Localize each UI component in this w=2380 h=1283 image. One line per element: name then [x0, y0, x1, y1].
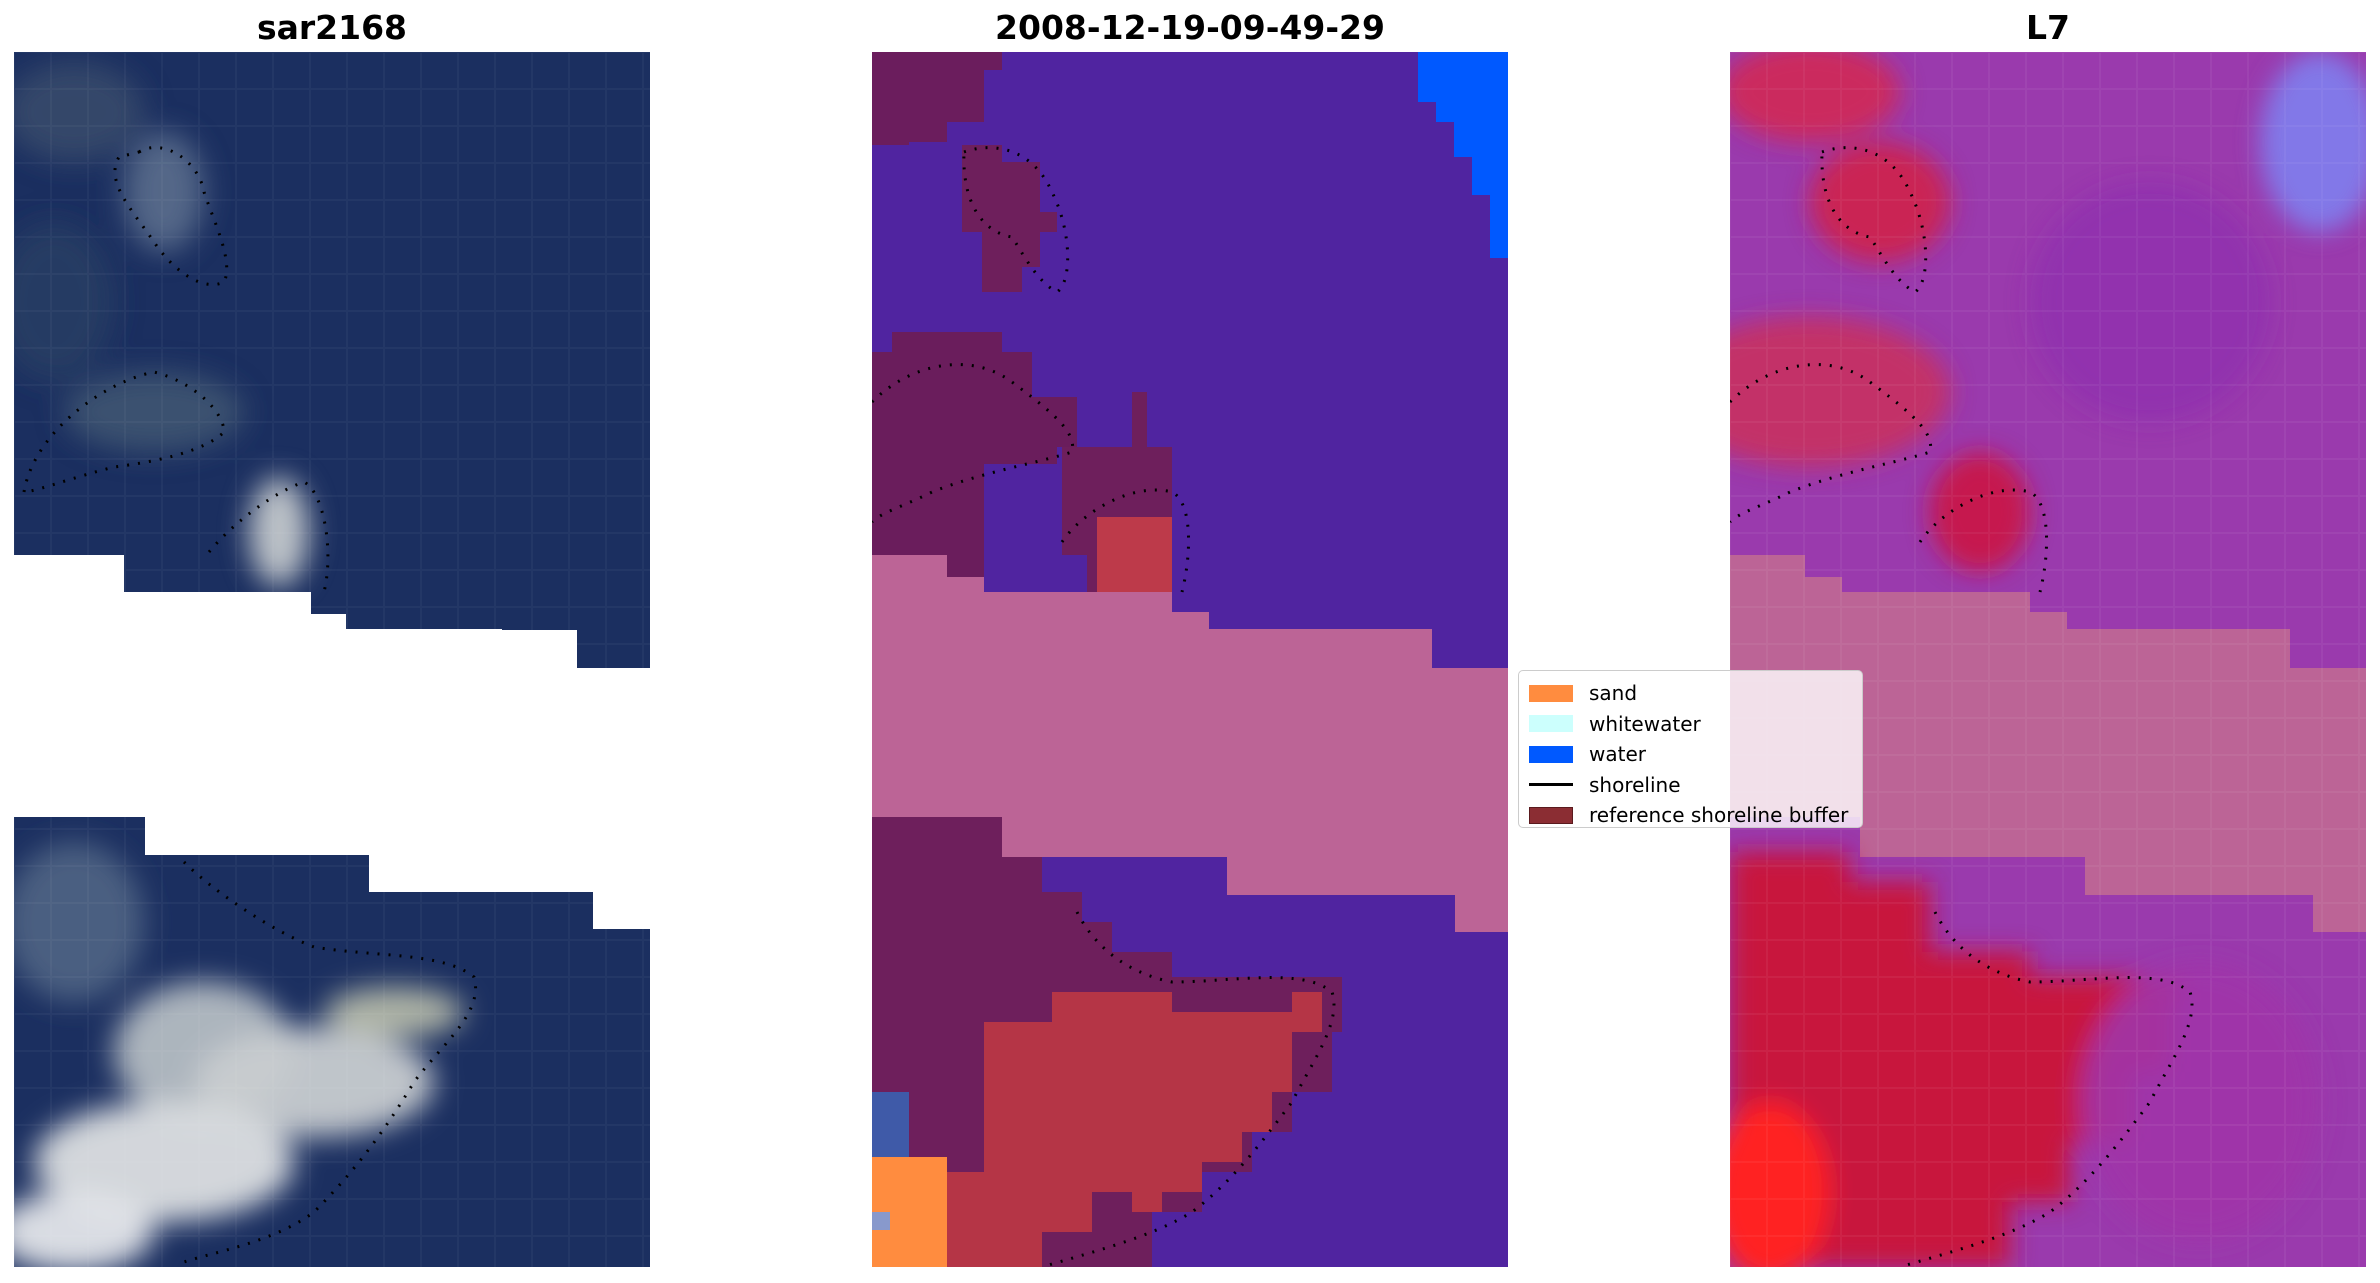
legend-label-buffer: reference shoreline buffer	[1589, 803, 1849, 828]
legend-swatch-buffer	[1529, 806, 1573, 824]
buffer-region	[872, 52, 1002, 145]
legend-swatch-sand	[1529, 684, 1573, 702]
legend-label-sand: sand	[1589, 681, 1638, 706]
legend-label-whitewater: whitewater	[1589, 711, 1701, 736]
legend-swatch-shoreline	[1529, 783, 1573, 787]
legend-item-sand: sand	[1529, 678, 1852, 709]
legend-swatch-whitewater	[1529, 715, 1573, 733]
middle-panel-title: 2008-12-19-09-49-29	[995, 8, 1385, 47]
legend: sand whitewater water shoreline referenc…	[1518, 670, 1863, 828]
left-panel-title: sar2168	[256, 8, 408, 47]
cloud-band	[872, 555, 1508, 932]
legend-item-whitewater: whitewater	[1529, 709, 1852, 740]
rgb-image-panel	[14, 52, 650, 1267]
water-region	[1418, 52, 1508, 258]
buffer-core	[947, 992, 1322, 1267]
right-panel-title: L7	[2026, 8, 2070, 47]
l7-image-panel	[1730, 52, 2366, 1267]
no-data-gap	[14, 668, 650, 817]
legend-item-shoreline: shoreline	[1529, 770, 1852, 801]
buffer-core	[1097, 517, 1172, 592]
legend-item-water: water	[1529, 739, 1852, 770]
legend-label-shoreline: shoreline	[1589, 772, 1681, 797]
legend-item-buffer: reference shoreline buffer	[1529, 800, 1852, 831]
buffer-region	[962, 145, 1057, 292]
legend-swatch-water	[1529, 745, 1573, 763]
classification-panel	[872, 52, 1508, 1267]
buffer-region	[872, 332, 1077, 582]
legend-label-water: water	[1589, 742, 1646, 767]
